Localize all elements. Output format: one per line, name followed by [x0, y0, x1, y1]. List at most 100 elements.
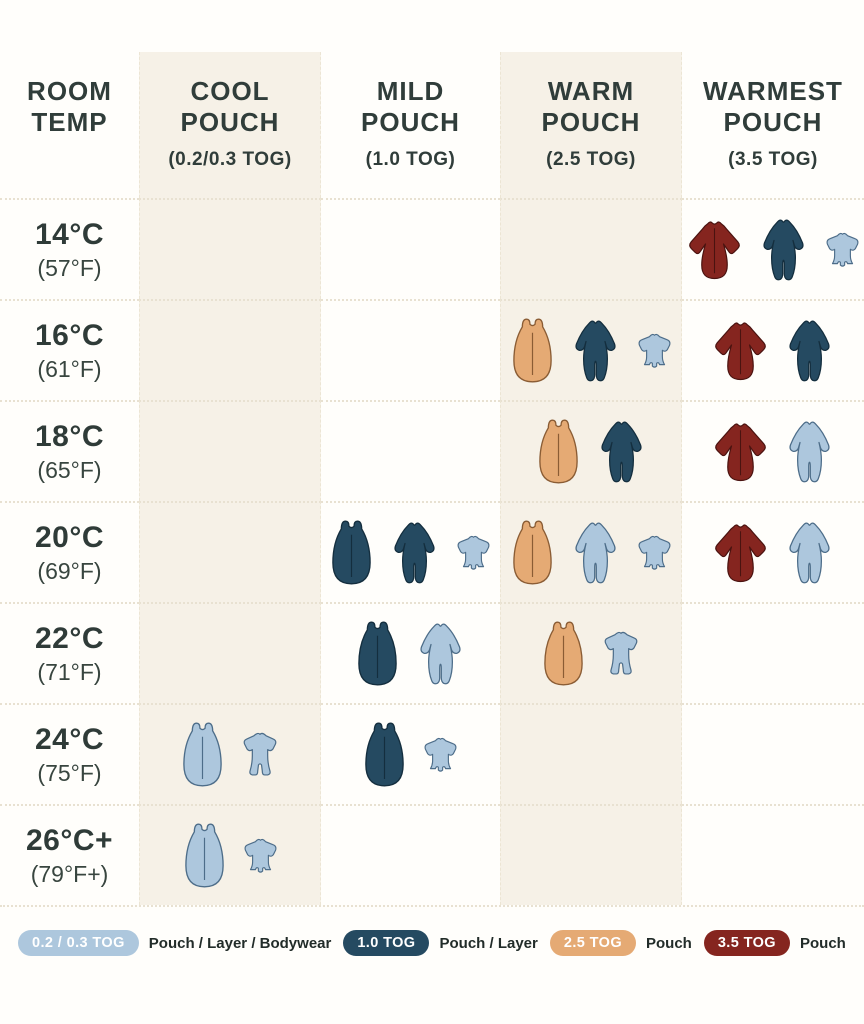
warm-pouch-cell — [500, 804, 682, 905]
column-header-warm-pouch: WARM POUCH (2.5 TOG) — [500, 52, 682, 198]
bodysuit-icon — [638, 535, 670, 570]
temp-fahrenheit: (65°F) — [37, 456, 102, 483]
cool-pouch-cell — [139, 299, 321, 400]
sleep-pouch-icon — [332, 520, 371, 585]
sleepsuit-icon — [788, 521, 830, 583]
temp-fahrenheit: (79°F+) — [30, 860, 109, 887]
column-header-cool-pouch: COOL POUCH (0.2/0.3 TOG) — [139, 52, 321, 198]
header-line2: POUCH — [723, 106, 823, 137]
temp-celsius: 20°C — [34, 520, 105, 554]
header-title: WARMEST POUCH — [703, 76, 843, 137]
romper-icon — [243, 732, 277, 776]
sleepsuit-icon — [574, 319, 616, 381]
sleepsuit-icon — [420, 622, 461, 684]
bodysuit-icon — [638, 333, 670, 368]
temp-celsius: 18°C — [34, 419, 105, 453]
legend-label: Pouch / Layer — [439, 934, 538, 952]
header-tog-subtitle: (1.0 TOG) — [365, 149, 456, 171]
garment-icon-group — [709, 417, 838, 487]
mild-pouch-cell — [321, 703, 500, 804]
cool-pouch-cell — [139, 602, 321, 703]
sleep-pouch-icon — [183, 722, 222, 787]
header-title: COOL POUCH — [181, 76, 280, 137]
room-temp-cell: 18°C (65°F) — [0, 400, 139, 501]
garment-icon-group — [177, 719, 283, 790]
legend-label: Pouch — [799, 934, 846, 952]
cool-pouch-cell — [139, 501, 321, 602]
column-header-mild-pouch: MILD POUCH (1.0 TOG) — [321, 52, 500, 198]
warm-pouch-cell — [500, 703, 682, 804]
temp-fahrenheit: (75°F) — [37, 759, 102, 786]
header-line2: POUCH — [180, 106, 280, 137]
warm-pouch-cell — [500, 400, 682, 501]
cool-pouch-cell — [139, 198, 321, 299]
temp-celsius: 14°C — [34, 217, 105, 251]
legend-item: 0.2 / 0.3 TOG Pouch / Layer / Bodywear — [18, 930, 343, 956]
tog-rating-pill: 2.5 TOG — [549, 930, 636, 956]
sleep-pouch-icon — [512, 318, 552, 383]
warmest-pouch-cell — [682, 299, 864, 400]
warmest-pouch-cell — [682, 602, 864, 703]
temp-celsius: 24°C — [34, 722, 105, 756]
header-line1: COOL — [190, 76, 270, 106]
temp-fahrenheit: (61°F) — [37, 355, 102, 382]
warmest-pouch-cell — [682, 804, 864, 905]
header-title: MILD POUCH — [361, 76, 460, 137]
tog-table: ROOM TEMP COOL POUCH (0.2/0.3 TOG) MILD POU… — [0, 52, 864, 907]
temp-fahrenheit: (57°F) — [37, 254, 102, 281]
garment-icon-group — [352, 618, 469, 689]
room-temp-cell: 26°C+ (79°F+) — [0, 804, 139, 905]
sleep-pouch-icon — [358, 621, 397, 686]
temp-celsius: 22°C — [34, 621, 105, 655]
room-temp-cell: 16°C (61°F) — [0, 299, 139, 400]
garment-icon-group — [507, 517, 676, 588]
warm-pouch-cell — [500, 299, 682, 400]
sleepsuit-icon — [600, 420, 642, 482]
header-tog-subtitle: (0.2/0.3 TOG) — [168, 149, 292, 171]
sleeved-sleep-pouch-icon — [714, 523, 766, 582]
legend-item: 3.5 TOG Pouch — [703, 930, 858, 956]
mild-pouch-cell — [321, 400, 500, 501]
header-line2: POUCH — [361, 106, 460, 137]
temp-fahrenheit: (71°F) — [37, 658, 102, 685]
mild-pouch-cell — [321, 198, 500, 299]
room-temp-cell: 24°C (75°F) — [0, 703, 139, 804]
warmest-pouch-cell — [682, 198, 864, 299]
mild-pouch-cell — [321, 602, 500, 703]
garment-icon-group — [507, 315, 676, 386]
garment-icon-group — [709, 518, 838, 588]
sleep-pouch-icon — [544, 621, 583, 686]
garment-icon-group — [533, 416, 650, 487]
tog-rating-pill: 1.0 TOG — [343, 930, 430, 956]
mild-pouch-cell — [321, 501, 500, 602]
sleepsuit-icon — [788, 420, 830, 482]
header-title: WARM POUCH — [542, 76, 641, 137]
bodysuit-icon — [457, 535, 490, 570]
warmest-pouch-cell — [682, 400, 864, 501]
warm-pouch-cell — [500, 198, 682, 299]
sleep-pouch-icon — [512, 520, 552, 585]
cool-pouch-cell — [139, 804, 321, 905]
sleep-pouch-icon — [365, 722, 404, 787]
header-line2: POUCH — [541, 106, 641, 137]
warm-pouch-cell — [500, 602, 682, 703]
tog-rating-pill: 3.5 TOG — [703, 930, 790, 956]
warmest-pouch-cell — [682, 501, 864, 602]
legend-item: 2.5 TOG Pouch — [549, 930, 704, 956]
legend-label: Pouch / Layer / Bodywear — [148, 934, 332, 952]
legend-item: 1.0 TOG Pouch / Layer — [343, 930, 550, 956]
header-tog-subtitle: (2.5 TOG) — [546, 149, 636, 171]
sleeved-sleep-pouch-icon — [714, 321, 766, 380]
garment-icon-group — [179, 820, 282, 891]
bodysuit-icon — [244, 838, 276, 873]
cool-pouch-cell — [139, 400, 321, 501]
sleeved-sleep-pouch-icon — [688, 220, 740, 279]
warmest-pouch-cell — [682, 703, 864, 804]
room-temp-cell: 20°C (69°F) — [0, 501, 139, 602]
sleepsuit-icon — [394, 521, 435, 583]
temp-fahrenheit: (69°F) — [37, 557, 102, 584]
garment-icon-group — [359, 719, 462, 790]
mild-pouch-cell — [321, 804, 500, 905]
tog-legend: 0.2 / 0.3 TOG Pouch / Layer / Bodywear 1.0… — [0, 916, 864, 970]
sleeved-sleep-pouch-icon — [714, 422, 766, 481]
